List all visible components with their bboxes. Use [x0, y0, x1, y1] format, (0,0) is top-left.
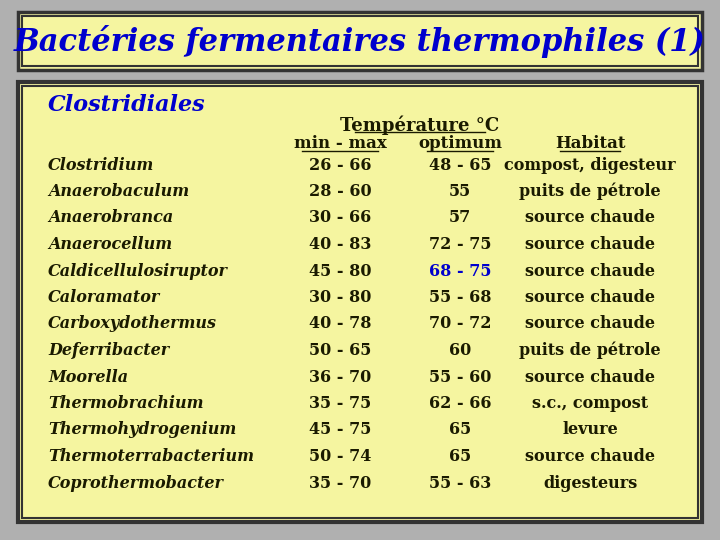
- Text: Moorella: Moorella: [48, 368, 128, 386]
- Text: 55: 55: [449, 183, 471, 200]
- Text: Anaerocellum: Anaerocellum: [48, 236, 172, 253]
- Text: 55 - 60: 55 - 60: [429, 368, 491, 386]
- Text: source chaude: source chaude: [525, 262, 655, 280]
- Text: 30 - 66: 30 - 66: [309, 210, 371, 226]
- Text: Caloramator: Caloramator: [48, 289, 161, 306]
- Text: Coprothermobacter: Coprothermobacter: [48, 475, 224, 491]
- Text: puits de pétrole: puits de pétrole: [519, 183, 661, 200]
- FancyBboxPatch shape: [18, 12, 702, 70]
- Text: Caldicellulosiruptor: Caldicellulosiruptor: [48, 262, 228, 280]
- Text: 72 - 75: 72 - 75: [428, 236, 491, 253]
- Text: 35 - 70: 35 - 70: [309, 475, 371, 491]
- Text: source chaude: source chaude: [525, 236, 655, 253]
- Text: 45 - 80: 45 - 80: [309, 262, 372, 280]
- Text: Clostridium: Clostridium: [48, 157, 154, 173]
- Text: 55 - 68: 55 - 68: [428, 289, 491, 306]
- Text: Bactéries fermentaires thermophiles (1): Bactéries fermentaires thermophiles (1): [14, 24, 706, 57]
- Text: min - max: min - max: [294, 136, 387, 152]
- Text: Thermohydrogenium: Thermohydrogenium: [48, 422, 236, 438]
- Text: 50 - 74: 50 - 74: [309, 448, 372, 465]
- Text: 62 - 66: 62 - 66: [428, 395, 491, 412]
- Text: compost, digesteur: compost, digesteur: [504, 157, 676, 173]
- Text: 36 - 70: 36 - 70: [309, 368, 371, 386]
- Text: source chaude: source chaude: [525, 368, 655, 386]
- Text: Carboxydothermus: Carboxydothermus: [48, 315, 217, 333]
- Text: puits de pétrole: puits de pétrole: [519, 342, 661, 359]
- Text: Habitat: Habitat: [554, 136, 625, 152]
- Text: digesteurs: digesteurs: [543, 475, 637, 491]
- Text: 35 - 75: 35 - 75: [309, 395, 371, 412]
- Text: 65: 65: [449, 422, 471, 438]
- Text: 28 - 60: 28 - 60: [309, 183, 372, 200]
- Text: 50 - 65: 50 - 65: [309, 342, 372, 359]
- Text: 57: 57: [449, 210, 471, 226]
- Text: source chaude: source chaude: [525, 448, 655, 465]
- Text: 70 - 72: 70 - 72: [428, 315, 491, 333]
- Text: 65: 65: [449, 448, 471, 465]
- Text: 55 - 63: 55 - 63: [429, 475, 491, 491]
- Text: optimum: optimum: [418, 136, 502, 152]
- Text: Anaerobranca: Anaerobranca: [48, 210, 174, 226]
- Text: Anaerobaculum: Anaerobaculum: [48, 183, 189, 200]
- Text: 68 - 75: 68 - 75: [428, 262, 491, 280]
- FancyBboxPatch shape: [18, 82, 702, 522]
- Text: Température °C: Température °C: [341, 115, 500, 135]
- Text: 45 - 75: 45 - 75: [309, 422, 372, 438]
- Text: 60: 60: [449, 342, 471, 359]
- Text: Thermoterrabacterium: Thermoterrabacterium: [48, 448, 254, 465]
- Text: 30 - 80: 30 - 80: [309, 289, 372, 306]
- Text: 26 - 66: 26 - 66: [309, 157, 372, 173]
- Text: source chaude: source chaude: [525, 289, 655, 306]
- Text: 40 - 78: 40 - 78: [309, 315, 372, 333]
- Text: 48 - 65: 48 - 65: [428, 157, 491, 173]
- Text: s.c., compost: s.c., compost: [532, 395, 648, 412]
- Text: source chaude: source chaude: [525, 315, 655, 333]
- Text: Thermobrachium: Thermobrachium: [48, 395, 204, 412]
- Text: 40 - 83: 40 - 83: [309, 236, 372, 253]
- Text: Clostridiales: Clostridiales: [48, 94, 206, 116]
- Text: Deferribacter: Deferribacter: [48, 342, 169, 359]
- Text: levure: levure: [562, 422, 618, 438]
- Text: source chaude: source chaude: [525, 210, 655, 226]
